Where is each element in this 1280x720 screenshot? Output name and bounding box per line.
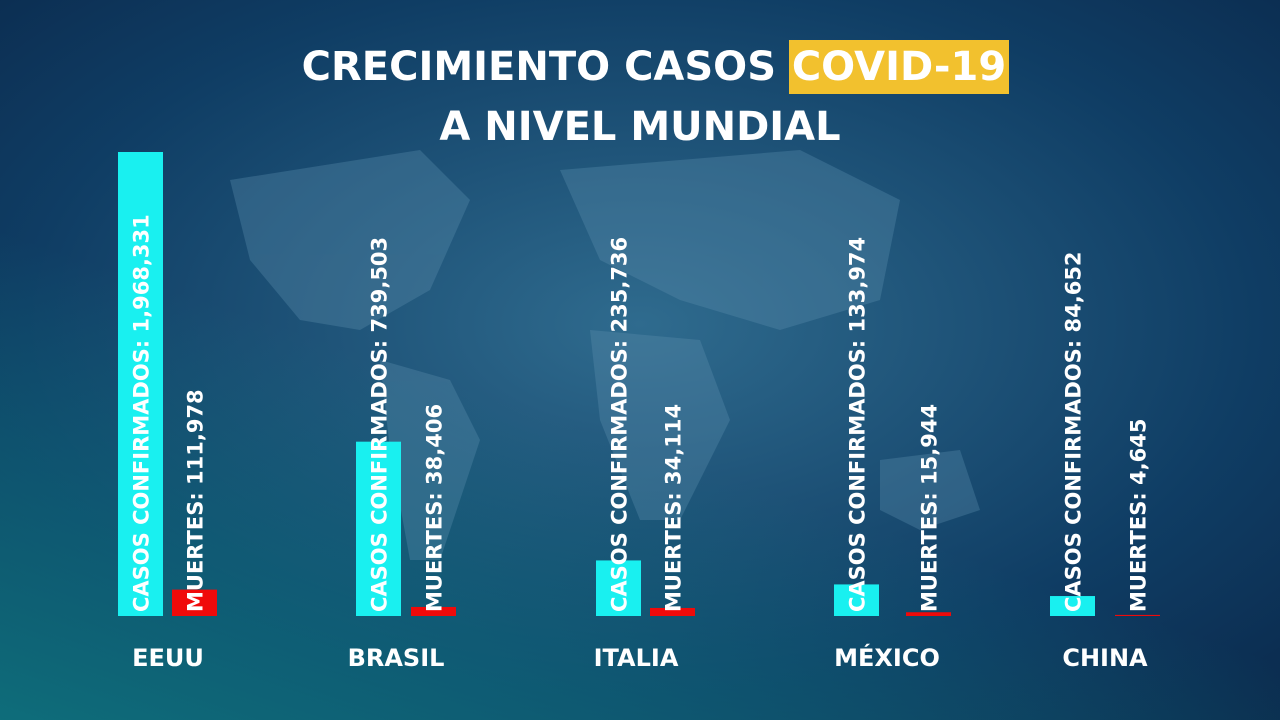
bar [118, 152, 163, 616]
plot: EEUU CASOS CONFIRMADOS: 1,968,331 MUERTES:… [118, 152, 1160, 672]
bar [596, 560, 641, 616]
bar [834, 584, 879, 616]
category-label: BRASIL [348, 644, 445, 672]
value-label: CASOS CONFIRMADOS: 1,968,331 [130, 214, 154, 612]
value-label: CASOS CONFIRMADOS: 739,503 [368, 237, 392, 612]
title-highlight: COVID-19 [792, 44, 1006, 90]
category-label: CHINA [1062, 644, 1148, 672]
bar [906, 612, 951, 616]
value-label: MUERTES: 15,944 [918, 404, 942, 612]
value-label: MUERTES: 38,406 [423, 404, 447, 612]
value-label: MUERTES: 111,978 [184, 389, 208, 612]
value-label: CASOS CONFIRMADOS: 235,736 [608, 237, 632, 612]
title-highlight-box [789, 40, 1009, 94]
bar [650, 607, 695, 616]
bar [1115, 614, 1160, 616]
bar [411, 606, 456, 616]
bar [172, 589, 217, 616]
category-label: MÉXICO [834, 643, 940, 672]
value-label: CASOS CONFIRMADOS: 133,974 [846, 237, 870, 612]
value-label: MUERTES: 34,114 [662, 404, 686, 612]
category-label: ITALIA [594, 644, 679, 672]
bar [1050, 596, 1095, 616]
subtitle: A NIVEL MUNDIAL [439, 104, 840, 150]
category-label: EEUU [132, 644, 204, 672]
world-map [230, 150, 980, 560]
title: CRECIMIENTO CASOS [302, 44, 776, 90]
value-label: CASOS CONFIRMADOS: 84,652 [1062, 251, 1086, 612]
value-label: MUERTES: 4,645 [1127, 419, 1151, 612]
bar [356, 441, 401, 616]
